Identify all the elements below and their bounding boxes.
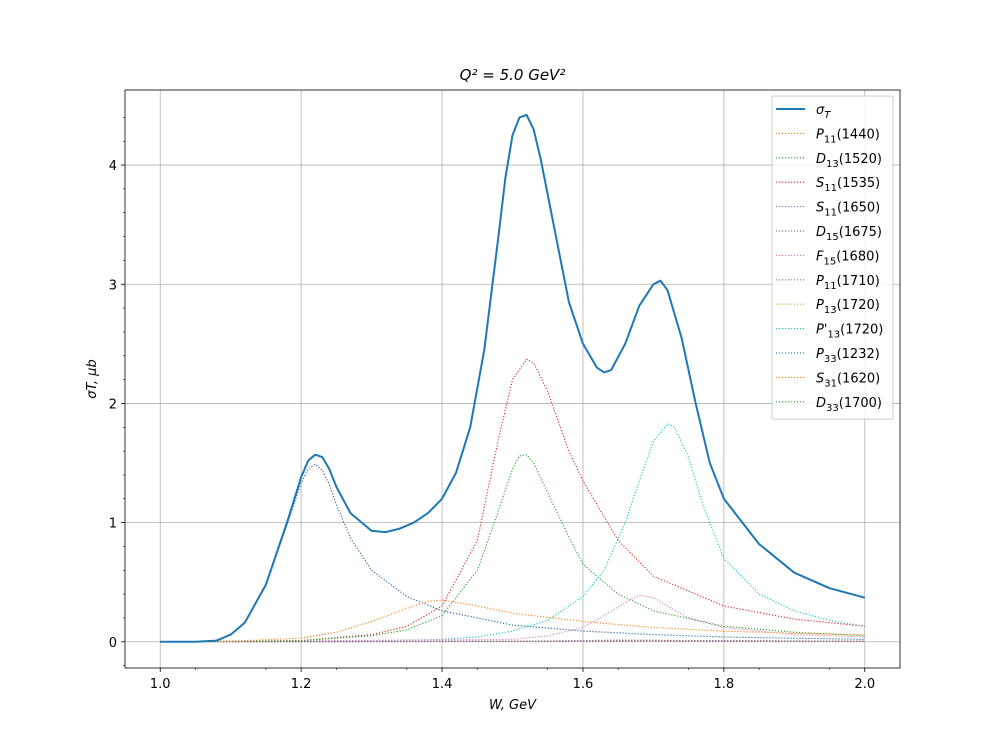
legend-entry: D15(1675) [816,225,882,243]
x-tick-label: 1.2 [291,677,312,692]
series-line [160,594,865,643]
legend-entry: P11(1440) [816,127,880,145]
y-tick-label: 1 [109,517,117,532]
series-lines [160,114,866,643]
series-line [160,463,865,643]
series-line [160,114,866,643]
legend-entry: S31(1620) [816,371,880,389]
series-line [160,423,865,643]
legend-entry: P11(1710) [816,274,880,292]
x-tick-label: 1.4 [432,677,453,692]
series-line [160,599,865,643]
y-tick-label: 2 [109,397,117,412]
legend: σT P11(1440) D13(1520) S11(1535) S11(1650) D1… [771,95,894,420]
legend-entry: F15(1680) [816,249,879,267]
y-axis-label: σT, μb [85,359,100,398]
legend-entry: σT [816,103,831,121]
legend-box [771,95,894,420]
legend-entry: D13(1520) [816,152,882,170]
y-tick-label: 3 [109,278,117,293]
y-tick-label: 0 [109,636,117,651]
legend-entry: S11(1650) [816,201,880,219]
chart-title: Q² = 5.0 GeV² [460,66,566,84]
plot-frame [124,89,901,669]
series-line [160,454,865,643]
legend-entry: P'13(1720) [816,323,883,341]
x-tick-label: 1.6 [573,677,594,692]
x-tick-label: 1.0 [150,677,171,692]
legend-entry: P13(1720) [816,298,880,316]
axis-ticks: 1.0 1.2 1.4 1.6 1.8 2.0 0 1 2 3 4 [109,117,875,692]
legend-entry: S11(1535) [816,176,880,194]
legend-entry: P33(1232) [816,347,880,365]
y-tick-label: 4 [109,159,117,174]
series-line [160,358,865,643]
x-axis-label: W, GeV [489,698,537,713]
x-tick-label: 1.8 [714,677,735,692]
legend-entry: D33(1700) [816,396,882,414]
x-tick-label: 2.0 [854,677,875,692]
